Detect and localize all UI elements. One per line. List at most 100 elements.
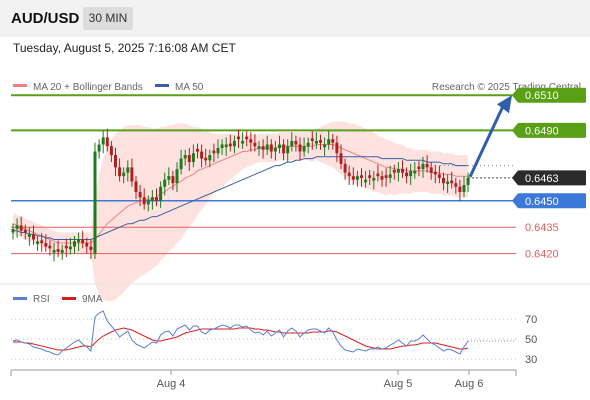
ma20-line [12,144,469,244]
candle-body [360,175,363,178]
rsi-legend: RSI 9MA [13,294,103,305]
level-label-pointer [512,122,518,138]
candle-body [122,172,126,177]
rsi-legend-swatch [13,297,27,300]
candlestick-layer [11,128,470,262]
candle-body [114,155,117,168]
candle-body [44,243,48,247]
candle-body [245,136,249,140]
candle-body [32,234,35,240]
candle-body [179,158,183,170]
candle-body [331,139,335,143]
candle-body [405,172,409,177]
candle-body [89,246,93,251]
rsi-tick-label: 70 [525,314,537,326]
level-label-text: 0.6435 [525,222,559,234]
candle-body [68,246,72,250]
forecast-arrow-shaft [468,105,505,178]
candle-body [327,139,331,145]
level-label-text: 0.6490 [525,125,559,137]
symbol-label: AUD/USD [11,10,80,27]
chart-header: AUD/USD 30 MIN [0,0,590,37]
candle-body [314,140,318,144]
watermark: Research © 2025 Trading Central [432,82,581,93]
rsi-ma-line [13,327,469,351]
candle-body [118,167,122,177]
candle-body [204,157,208,161]
candle-body [282,144,286,154]
candle-body [237,136,240,140]
candle-body [351,176,355,180]
level-label-text: 0.6450 [525,196,559,208]
candle-body [368,175,372,178]
candle-body [401,169,404,173]
candle-body [56,249,60,252]
candle-body [413,170,417,174]
level-label-box [518,193,586,209]
candle-body [417,166,421,170]
candle-body [253,142,257,147]
candle-body [105,137,109,147]
candle-body [81,239,85,244]
rsi-tick-label: 30 [525,354,537,366]
rsi-ma-legend-swatch [62,297,76,300]
candle-body [175,169,179,184]
candle-body [265,144,269,150]
candle-body [23,229,27,233]
candle-body [380,176,384,180]
candle-body [355,176,359,180]
candle-body [36,241,40,244]
last-price-pointer [512,170,518,186]
candle-body [220,144,224,148]
candle-body [364,179,368,183]
candle-body [376,173,380,177]
candle-body [298,144,302,152]
candle-body [421,163,425,170]
candle-body [130,167,134,182]
candle-body [286,146,290,154]
candle-body [138,192,142,198]
candle-body [52,250,56,253]
candle-body [101,137,105,145]
rsi-tick-label: 50 [525,334,537,346]
candle-body [273,148,277,152]
candle-body [339,153,343,164]
candle-body [269,144,273,152]
candle-body [155,197,158,201]
candle-body [212,150,216,154]
level-label-box [518,122,586,138]
candle-body [40,240,44,244]
ma50-legend-label: MA 50 [175,82,204,93]
candle-body [60,250,64,253]
candle-body [85,243,89,247]
candle-body [450,180,454,184]
candle-body [191,153,195,163]
x-tick-label: Aug 4 [157,378,186,390]
candle-body [187,155,191,163]
bollinger-band-layer [13,121,469,302]
candle-body [228,143,232,147]
last-price-label: 0.6463 [525,173,559,185]
rsi-legend-label: RSI [33,294,50,305]
candle-body [290,140,294,147]
candle-body [302,146,306,152]
candle-body [396,169,400,173]
candle-body [97,144,101,152]
moving-average-layer [12,144,469,244]
candle-body [319,140,322,143]
candle-body [466,177,470,185]
candle-body [48,245,52,249]
x-tick-label: Aug 5 [384,378,413,390]
candle-body [200,151,204,159]
ma50-line [13,156,469,240]
candle-body [323,144,327,148]
candle-body [142,197,146,205]
timeframe-selector[interactable]: 30 MIN [83,7,133,30]
candle-body [372,177,376,181]
candle-body [241,140,245,144]
candle-body [306,142,310,147]
candle-body [134,181,138,192]
candle-body [126,167,130,173]
candle-body [11,228,15,233]
